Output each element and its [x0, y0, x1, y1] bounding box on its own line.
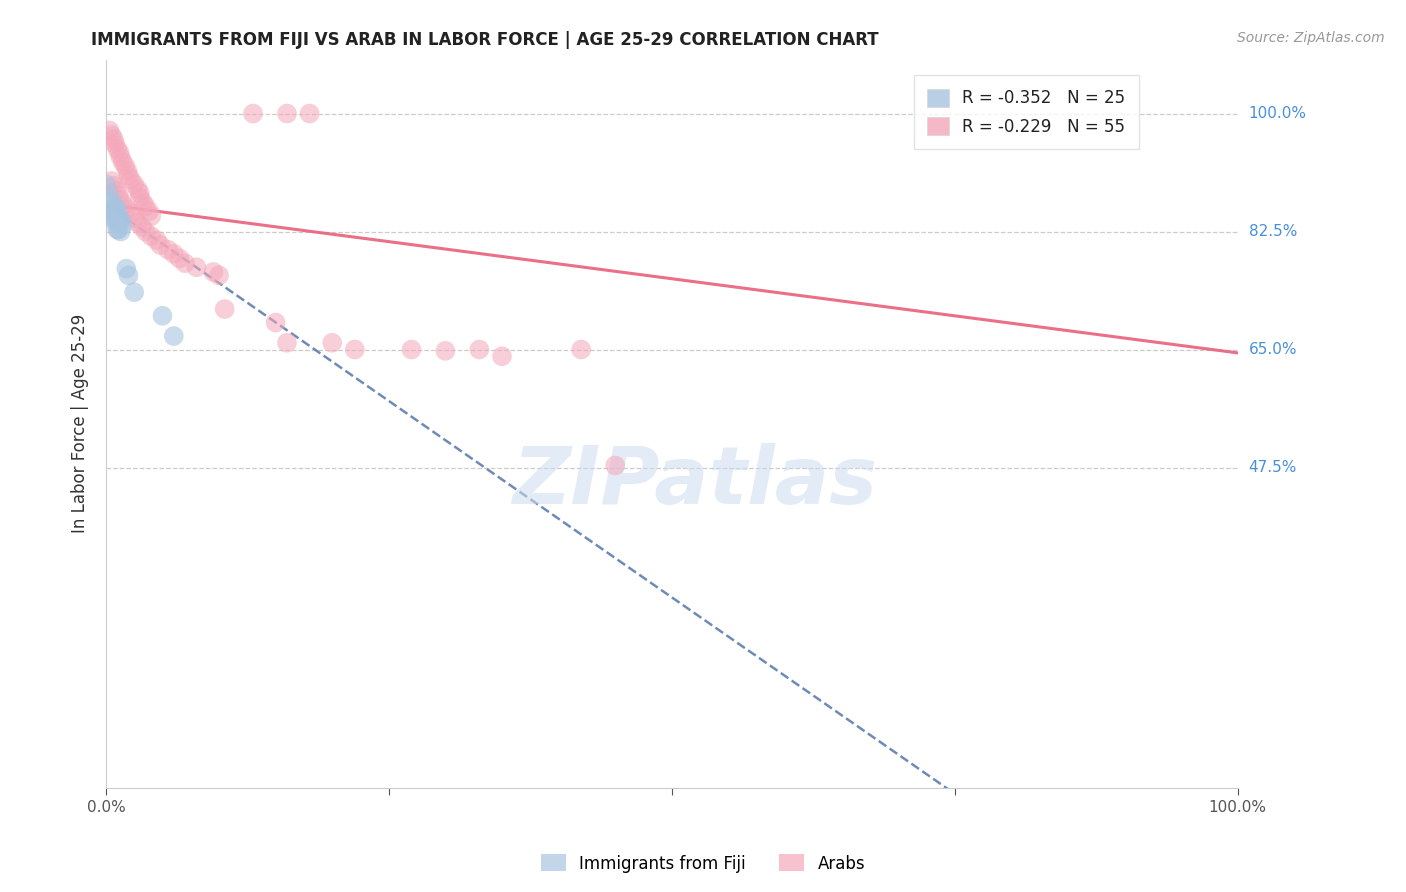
- Point: [104, 136, 127, 151]
- Point: [100, 204, 122, 219]
- Point: [163, 329, 186, 343]
- Point: [157, 243, 180, 257]
- Text: ZIPatlas: ZIPatlas: [512, 443, 877, 521]
- Point: [117, 268, 139, 283]
- Legend: R = -0.352   N = 25, R = -0.229   N = 55: R = -0.352 N = 25, R = -0.229 N = 55: [914, 75, 1139, 149]
- Point: [98, 187, 121, 202]
- Point: [111, 197, 134, 211]
- Point: [202, 265, 225, 279]
- Point: [94, 178, 117, 192]
- Point: [122, 285, 145, 300]
- Point: [103, 211, 125, 225]
- Point: [120, 172, 142, 186]
- Point: [103, 132, 125, 146]
- Point: [214, 301, 236, 316]
- Point: [100, 194, 122, 209]
- Point: [108, 214, 131, 228]
- Point: [149, 238, 172, 252]
- Point: [105, 202, 128, 217]
- Point: [242, 106, 264, 120]
- Point: [128, 191, 150, 205]
- Point: [105, 142, 128, 156]
- Point: [100, 128, 122, 142]
- Text: Source: ZipAtlas.com: Source: ZipAtlas.com: [1237, 31, 1385, 45]
- Point: [108, 145, 131, 160]
- Point: [131, 219, 153, 234]
- Text: 82.5%: 82.5%: [1249, 224, 1296, 239]
- Point: [98, 123, 121, 137]
- Point: [104, 204, 127, 219]
- Point: [122, 178, 145, 192]
- Point: [186, 260, 208, 275]
- Point: [174, 256, 197, 270]
- Text: 65.0%: 65.0%: [1249, 342, 1298, 357]
- Point: [127, 182, 149, 196]
- Point: [115, 261, 138, 276]
- Point: [110, 193, 132, 207]
- Point: [134, 200, 156, 214]
- Point: [491, 349, 513, 363]
- Point: [105, 183, 128, 197]
- Point: [105, 212, 128, 227]
- Point: [107, 211, 129, 225]
- Point: [105, 212, 128, 227]
- Point: [276, 335, 298, 350]
- Point: [401, 343, 423, 357]
- Point: [117, 169, 139, 183]
- Point: [105, 202, 128, 217]
- Point: [152, 309, 174, 323]
- Y-axis label: In Labor Force | Age 25-29: In Labor Force | Age 25-29: [72, 314, 89, 533]
- Text: 47.5%: 47.5%: [1249, 460, 1296, 475]
- Point: [132, 195, 155, 210]
- Point: [605, 458, 627, 473]
- Point: [107, 188, 129, 202]
- Point: [127, 216, 149, 230]
- Point: [110, 225, 132, 239]
- Point: [163, 247, 186, 261]
- Point: [100, 174, 122, 188]
- Point: [434, 343, 457, 358]
- Text: 100.0%: 100.0%: [1249, 106, 1306, 121]
- Point: [115, 202, 138, 217]
- Point: [208, 268, 231, 283]
- Text: IMMIGRANTS FROM FIJI VS ARAB IN LABOR FORCE | AGE 25-29 CORRELATION CHART: IMMIGRANTS FROM FIJI VS ARAB IN LABOR FO…: [91, 31, 879, 49]
- Point: [110, 212, 132, 227]
- Point: [298, 106, 321, 120]
- Legend: Immigrants from Fiji, Arabs: Immigrants from Fiji, Arabs: [534, 847, 872, 880]
- Point: [321, 335, 343, 350]
- Point: [114, 159, 136, 173]
- Point: [468, 343, 491, 357]
- Point: [138, 204, 160, 219]
- Point: [120, 206, 142, 220]
- Point: [111, 218, 134, 232]
- Point: [169, 252, 191, 266]
- Point: [101, 197, 124, 211]
- Point: [146, 233, 169, 247]
- Point: [122, 211, 145, 225]
- Point: [110, 150, 132, 164]
- Point: [104, 214, 127, 228]
- Point: [103, 202, 125, 217]
- Point: [569, 343, 592, 357]
- Point: [111, 155, 134, 169]
- Point: [128, 186, 150, 200]
- Point: [141, 209, 163, 223]
- Point: [117, 164, 139, 178]
- Point: [141, 229, 163, 244]
- Point: [107, 222, 129, 236]
- Point: [264, 316, 287, 330]
- Point: [343, 343, 366, 357]
- Point: [105, 222, 128, 236]
- Point: [134, 225, 156, 239]
- Point: [276, 106, 298, 120]
- Point: [103, 178, 125, 193]
